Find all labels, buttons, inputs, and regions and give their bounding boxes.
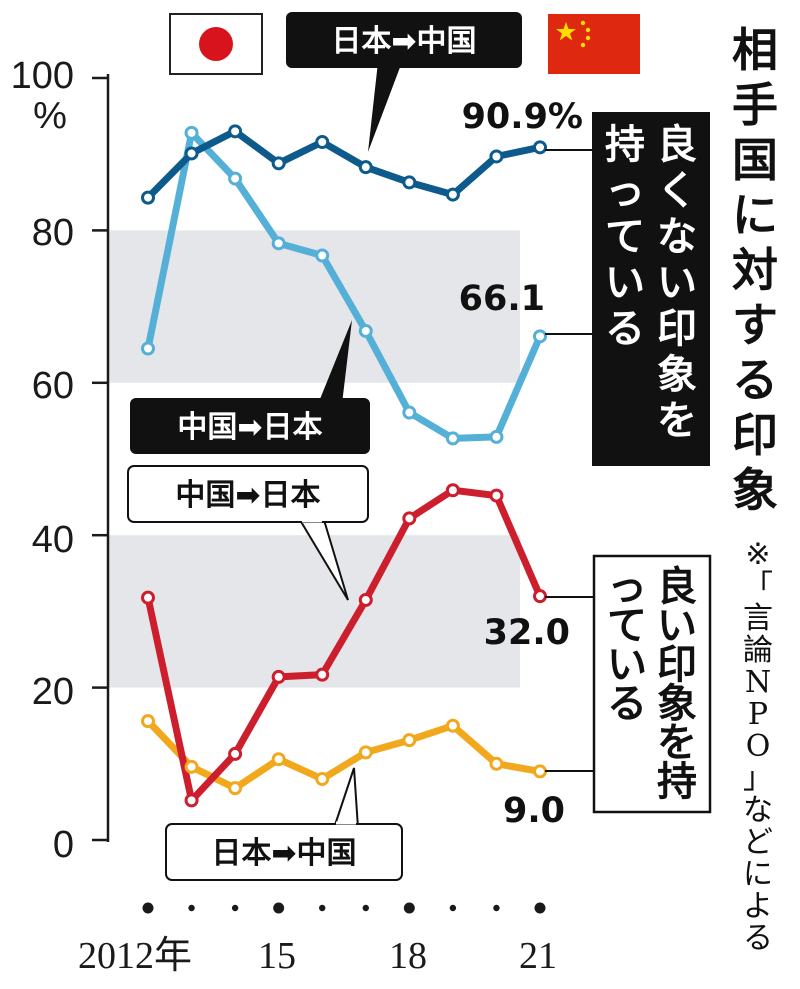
data-point — [402, 733, 417, 748]
chart-title: 相手国に対する印象 — [732, 23, 778, 517]
series-line — [144, 129, 544, 442]
data-point — [358, 592, 373, 607]
x-year-dot — [534, 902, 546, 914]
y-tick-label: 40 — [32, 519, 74, 561]
group-label-positive: 良い印象を持っている — [592, 554, 712, 814]
data-point — [228, 124, 243, 139]
data-point — [184, 146, 199, 161]
end-value-label: 66.1 — [459, 279, 545, 319]
x-axis-dots — [142, 902, 546, 914]
data-point — [228, 746, 243, 761]
x-tick-label: 15 — [258, 935, 296, 977]
series-label-box-japan-to-china-positive: 日本➡中国 — [165, 767, 403, 881]
data-point — [141, 590, 155, 605]
data-point — [402, 511, 417, 526]
x-tick-label: 21 — [519, 935, 557, 977]
data-point — [445, 718, 460, 733]
x-tick-label: 2012年 — [78, 935, 192, 977]
data-point — [533, 589, 547, 604]
data-point — [228, 781, 243, 796]
data-point — [141, 341, 155, 356]
x-year-dot — [273, 902, 285, 914]
end-value-label: 9.0 — [503, 791, 565, 831]
data-point — [271, 156, 286, 171]
data-point — [489, 149, 504, 164]
data-point — [271, 236, 286, 251]
data-point — [141, 190, 155, 205]
svg-text:中国➡日本: 中国➡日本 — [175, 478, 320, 513]
data-point — [184, 759, 199, 774]
svg-text:中国➡日本: 中国➡日本 — [177, 410, 322, 445]
svg-text:日本➡中国: 日本➡中国 — [331, 24, 476, 59]
data-point — [315, 135, 330, 150]
data-point — [358, 745, 373, 760]
series-lines — [144, 127, 544, 804]
data-point — [533, 140, 547, 155]
group-label-negative-text: 良くない印象を持っている — [605, 122, 697, 444]
data-point — [271, 669, 286, 684]
data-point — [445, 483, 460, 498]
series-label-box-japan-to-china-negative: 日本➡中国 — [286, 12, 522, 152]
data-point — [358, 160, 373, 175]
data-point — [445, 187, 460, 202]
y-tick-label: 0 — [53, 824, 74, 866]
data-point — [489, 488, 504, 503]
x-year-dot — [362, 904, 369, 912]
series-line — [144, 717, 544, 792]
data-point — [315, 667, 330, 682]
series-line — [144, 127, 544, 202]
x-year-dot — [493, 904, 500, 912]
end-value-label: 90.9% — [462, 97, 583, 137]
series-label-box-china-to-japan-positive: 中国➡日本 — [127, 465, 369, 601]
data-point — [533, 329, 547, 344]
y-unit-label: % — [33, 95, 67, 137]
data-point — [402, 175, 417, 190]
data-point — [445, 431, 460, 446]
data-point — [184, 125, 199, 140]
series-points — [141, 124, 547, 808]
data-point — [141, 714, 155, 729]
data-point — [489, 429, 504, 444]
svg-text:日本➡中国: 日本➡中国 — [211, 836, 356, 871]
source-note: ※「言論 N P O 」などによる — [743, 537, 773, 956]
x-year-dot — [449, 904, 457, 912]
china-flag-icon — [548, 14, 640, 74]
x-year-dot — [231, 904, 239, 912]
x-tick-label: 18 — [389, 935, 427, 977]
data-point — [489, 756, 504, 771]
data-point — [358, 323, 373, 338]
data-point — [184, 793, 199, 808]
series-line — [144, 486, 544, 804]
x-year-dot — [403, 902, 415, 914]
y-tick-label: 60 — [32, 365, 74, 407]
group-label-positive-text: 良い印象を持っている — [607, 564, 697, 805]
y-axis — [92, 74, 110, 842]
data-point — [533, 764, 547, 779]
y-tick-label: 80 — [32, 212, 74, 254]
x-year-dot — [188, 904, 195, 912]
shaded-band — [108, 535, 520, 688]
x-year-dot — [142, 902, 154, 914]
y-tick-label: 100 — [11, 55, 74, 97]
data-point — [315, 248, 330, 263]
group-label-negative: 良くない印象を持っている — [592, 112, 710, 466]
y-tick-label: 20 — [32, 671, 74, 713]
series-label-box-china-to-japan-negative: 中国➡日本 — [130, 320, 370, 454]
data-point — [402, 405, 417, 420]
data-point — [271, 752, 286, 767]
data-point — [315, 772, 330, 787]
x-year-dot — [319, 904, 326, 912]
japan-flag-icon — [169, 13, 263, 75]
end-value-label: 32.0 — [484, 613, 570, 653]
data-point — [228, 171, 243, 186]
